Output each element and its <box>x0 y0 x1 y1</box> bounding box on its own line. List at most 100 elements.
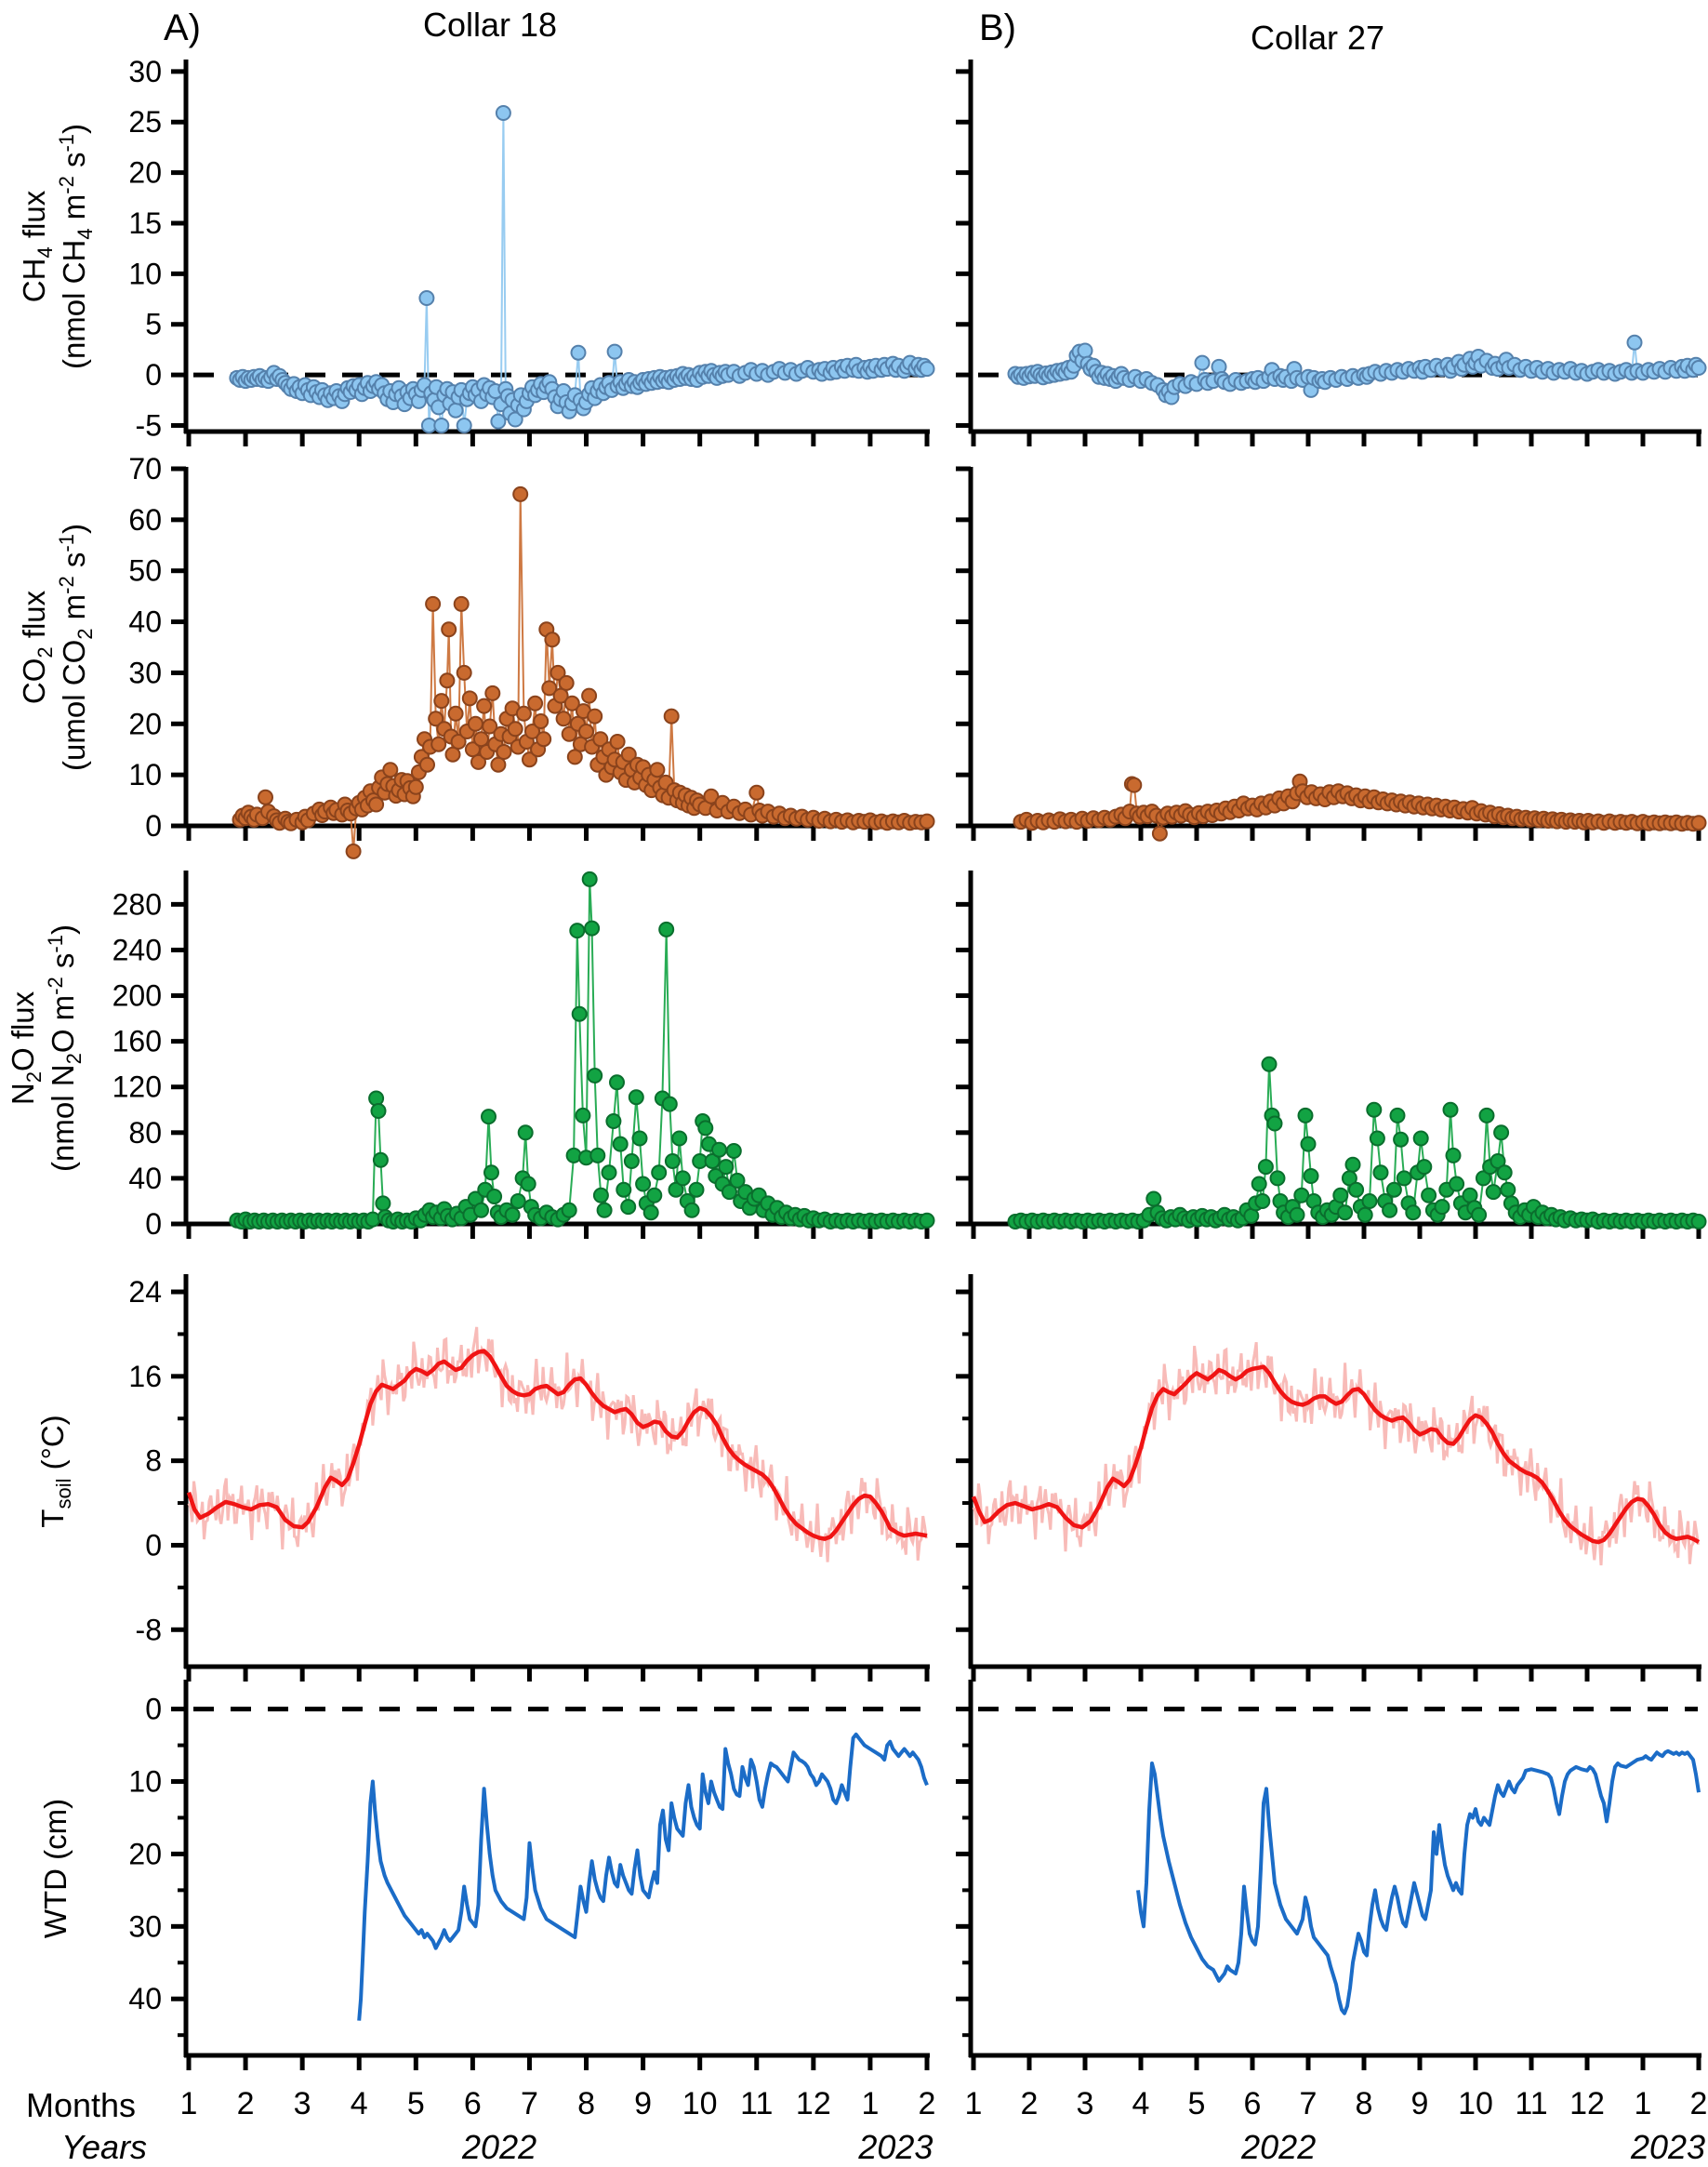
n2o-data-point <box>671 1130 688 1147</box>
ch4-data-point <box>1626 334 1643 351</box>
co2-data-point <box>382 762 399 778</box>
n2o-data-point <box>1412 1130 1429 1147</box>
n2o-data-point <box>1361 1193 1378 1209</box>
month-tick-label: 3 <box>293 2086 311 2121</box>
ch4-ytick-label: 5 <box>145 308 162 341</box>
n2o-data-point <box>1471 1206 1488 1223</box>
year-tick-label: 2022 <box>1241 2128 1317 2166</box>
n2o-data-point <box>1485 1184 1502 1201</box>
n2o-data-point <box>1382 1202 1398 1218</box>
n2o-ytick-label: 200 <box>113 979 162 1013</box>
n2o-data-point <box>1251 1176 1267 1192</box>
n2o-data-point <box>646 1187 663 1203</box>
n2o-data-point <box>628 1089 644 1106</box>
n2o-data-point <box>683 1202 700 1218</box>
n2o-ytick-label: 80 <box>128 1116 162 1150</box>
n2o-data-point <box>1261 1056 1278 1072</box>
panel-co2-right <box>956 466 1707 842</box>
n2o-data-point <box>1297 1107 1314 1123</box>
n2o-data-point <box>1442 1101 1459 1118</box>
n2o-data-point <box>919 1212 935 1229</box>
tsoil-ytick-label: 24 <box>128 1275 162 1309</box>
co2-data-point <box>1690 815 1707 831</box>
co2-data-point <box>368 796 385 813</box>
n2o-data-point <box>569 923 586 939</box>
co2-data-point <box>515 705 532 722</box>
n2o-data-point <box>1493 1124 1510 1141</box>
ch4-data-point <box>490 413 507 430</box>
wtd-line <box>1136 1748 1701 2015</box>
n2o-data-point <box>592 1187 609 1203</box>
co2-data-point <box>496 744 512 760</box>
n2o-data-point <box>575 1107 591 1123</box>
n2o-data-point <box>722 1184 737 1201</box>
tsoil-smooth-line <box>186 1349 928 1541</box>
co2-data-point <box>450 734 467 750</box>
n2o-data-point <box>620 1199 637 1216</box>
month-tick-label: 12 <box>795 2086 831 2121</box>
month-tick-label: 5 <box>406 2086 425 2121</box>
n2o-data-point <box>584 920 601 937</box>
co2-ytick-label: 70 <box>128 452 162 485</box>
co2-data-point <box>581 687 598 704</box>
panel-tsoil-right <box>956 1274 1701 1682</box>
n2o-data-point <box>711 1141 727 1158</box>
co2-data-point <box>1126 777 1143 793</box>
co2-data-point <box>425 595 442 612</box>
co2-data-point <box>544 631 561 648</box>
month-tick-label: 5 <box>1187 2086 1206 2121</box>
co2-ytick-label: 40 <box>128 605 162 639</box>
co2-ytick-label: 20 <box>128 707 162 740</box>
ch4-ytick-label: 20 <box>128 156 162 190</box>
ch4-data-point <box>606 343 623 360</box>
column-title-collar-27: Collar 27 <box>1251 19 1385 57</box>
n2o-ytick-label: 280 <box>113 887 162 921</box>
n2o-data-point <box>1269 1170 1286 1187</box>
co2-data-point <box>473 731 489 748</box>
co2-data-point <box>490 756 507 773</box>
month-tick-label: 1 <box>179 2086 198 2121</box>
ch4-data-point <box>919 361 935 378</box>
n2o-data-point <box>635 1176 652 1192</box>
n2o-data-point <box>1303 1168 1319 1184</box>
tsoil-raw-line <box>972 1341 1700 1566</box>
co2-data-point <box>512 485 529 502</box>
n2o-data-point <box>561 1202 577 1218</box>
n2o-data-point <box>642 1204 659 1221</box>
n2o-data-point <box>370 1103 387 1119</box>
n2o-data-point <box>623 1153 640 1169</box>
co2-ytick-label: 30 <box>128 656 162 689</box>
panel-co2-left: 70 60 50 40 30 20 10 0 <box>128 452 935 859</box>
months-axis-word: Months <box>26 2086 137 2124</box>
n2o-data-point <box>1300 1136 1317 1152</box>
co2-data-point <box>524 724 540 739</box>
co2-data-point <box>552 687 569 704</box>
n2o-data-point <box>510 1193 526 1209</box>
n2o-data-point <box>1254 1193 1271 1209</box>
panel-ch4-right <box>956 60 1707 446</box>
n2o-data-point <box>483 1164 499 1181</box>
month-tick-label: 9 <box>1410 2086 1429 2121</box>
co2-data-point <box>533 713 549 729</box>
wtd-ytick-label: 0 <box>145 1693 162 1726</box>
co2-ytick-label: 10 <box>128 758 162 791</box>
ch4-ytick-label: 25 <box>128 105 162 139</box>
co2-data-point <box>433 693 450 710</box>
month-tick-label: 12 <box>1569 2086 1605 2121</box>
n2o-data-point <box>1348 1181 1365 1198</box>
tsoil-ytick-label: 0 <box>145 1528 162 1562</box>
co2-data-point <box>439 672 456 689</box>
wtd-ytick-label: 20 <box>128 1837 162 1870</box>
month-tick-label: 3 <box>1076 2086 1094 2121</box>
co2-data-point <box>527 695 544 711</box>
co2-data-point <box>620 746 637 763</box>
co2-data-point <box>447 705 464 722</box>
month-tick-label: 7 <box>520 2086 538 2121</box>
n2o-data-point <box>1344 1156 1361 1173</box>
n2o-data-point <box>1266 1115 1283 1132</box>
month-tick-label: 2 <box>1689 2086 1708 2121</box>
co2-data-point <box>555 711 572 727</box>
n2o-data-point <box>1405 1204 1422 1221</box>
month-tick-label: 6 <box>463 2086 482 2121</box>
